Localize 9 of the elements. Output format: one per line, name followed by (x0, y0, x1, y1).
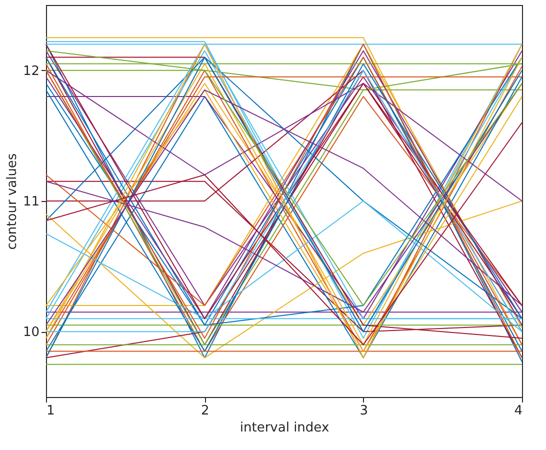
x-tick-label: 4 (514, 404, 522, 418)
x-axis-title: interval index (240, 420, 330, 436)
x-tick-label: 3 (360, 404, 368, 418)
y-axis-title: contour values (4, 153, 20, 250)
x-tick-label: 2 (201, 404, 210, 418)
y-tick-label: 11 (22, 194, 40, 210)
y-tick-label: 10 (22, 325, 40, 340)
x-tick-label: 1 (46, 404, 55, 418)
y-tick-label: 12 (22, 64, 40, 79)
